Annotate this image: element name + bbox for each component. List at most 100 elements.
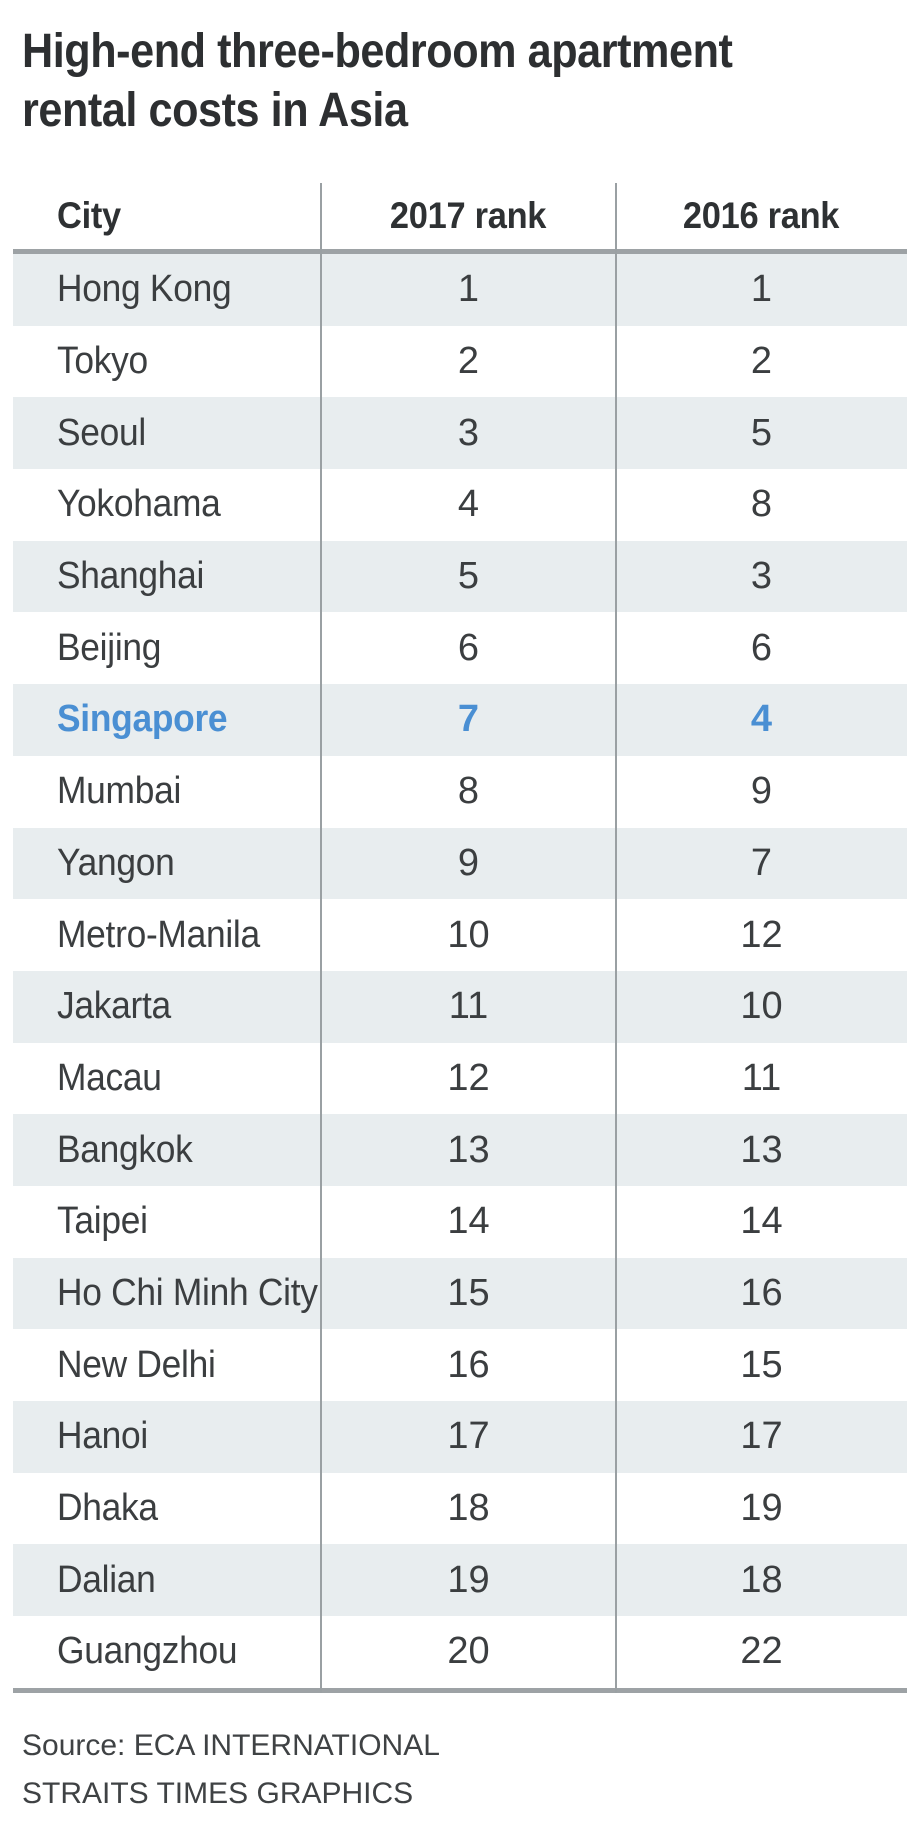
city-label: Macau bbox=[57, 1056, 162, 1099]
city-cell: Seoul bbox=[13, 412, 321, 455]
rank-2016-cell: 12 bbox=[740, 913, 783, 956]
city-label: Ho Chi Minh City bbox=[57, 1271, 318, 1314]
rank-2016-cell: 2 bbox=[750, 340, 773, 383]
table-row: New Delhi 16 15 bbox=[13, 1329, 907, 1401]
rank-2016-cell: 4 bbox=[750, 698, 773, 741]
rank-2017-cell: 9 bbox=[457, 841, 480, 884]
rank-2017-cell: 8 bbox=[457, 770, 480, 813]
rank-2016-cell: 1 bbox=[750, 268, 773, 311]
rank-2017-cell: 16 bbox=[447, 1343, 490, 1386]
table-row: Hanoi 17 17 bbox=[13, 1401, 907, 1473]
rank-2016-cell: 6 bbox=[750, 626, 773, 669]
city-cell: Dalian bbox=[13, 1559, 321, 1602]
rank-2017-cell: 4 bbox=[457, 483, 480, 526]
page-title: High-end three-bedroom apartment rental … bbox=[22, 22, 811, 140]
table-row: Tokyo 2 2 bbox=[13, 326, 907, 398]
rank-2017-cell: 3 bbox=[457, 411, 480, 454]
rank-2016-cell: 8 bbox=[750, 483, 773, 526]
city-label: Yangon bbox=[57, 841, 175, 884]
city-label: Shanghai bbox=[57, 555, 205, 598]
city-label: Singapore bbox=[57, 698, 228, 741]
city-label: Dalian bbox=[57, 1558, 156, 1601]
city-cell: Yangon bbox=[13, 842, 321, 885]
table-row: Ho Chi Minh City 15 16 bbox=[13, 1257, 907, 1330]
rank-table: City 2017 rank 2016 rank Hong Kong 1 1 T… bbox=[13, 183, 907, 1693]
rank-2017-cell: 20 bbox=[447, 1630, 490, 1673]
city-label: Bangkok bbox=[57, 1128, 193, 1171]
city-label: Metro-Manila bbox=[57, 913, 260, 956]
rank-2016-cell: 19 bbox=[740, 1487, 783, 1530]
column-divider-2 bbox=[615, 183, 617, 1693]
rank-2017-cell: 5 bbox=[457, 555, 480, 598]
rank-2017-cell: 11 bbox=[448, 985, 489, 1028]
table-bottom-rule bbox=[13, 1687, 907, 1693]
city-label: Yokohama bbox=[57, 483, 221, 526]
city-cell: Guangzhou bbox=[13, 1630, 321, 1673]
column-header-2017-rank: 2017 rank bbox=[321, 195, 616, 237]
source-credit: Source: ECA INTERNATIONAL STRAITS TIMES … bbox=[22, 1722, 440, 1818]
rank-2017-cell: 18 bbox=[447, 1487, 490, 1530]
rank-2016-cell: 18 bbox=[740, 1558, 783, 1601]
table-row: Yangon 9 7 bbox=[13, 827, 907, 900]
city-label: Tokyo bbox=[57, 340, 148, 383]
table-row: Seoul 3 5 bbox=[13, 397, 907, 470]
rank-2017-cell: 15 bbox=[447, 1271, 490, 1314]
rank-2016-cell: 13 bbox=[740, 1128, 783, 1171]
table-row: Hong Kong 1 1 bbox=[13, 254, 907, 326]
city-cell: Metro-Manila bbox=[13, 914, 321, 957]
table-row: Mumbai 8 9 bbox=[13, 756, 907, 828]
city-label: Hong Kong bbox=[57, 268, 232, 311]
rank-2017-cell: 2 bbox=[457, 340, 480, 383]
rank-2016-cell: 5 bbox=[750, 411, 773, 454]
city-cell: Beijing bbox=[13, 627, 321, 670]
city-label: Beijing bbox=[57, 626, 162, 669]
city-cell: Ho Chi Minh City bbox=[13, 1272, 321, 1315]
rank-2016-cell: 15 bbox=[740, 1343, 783, 1386]
rank-2017-cell: 14 bbox=[447, 1200, 490, 1243]
city-cell: Hanoi bbox=[13, 1415, 321, 1458]
rank-2016-cell: 11 bbox=[741, 1056, 782, 1099]
city-label: Dhaka bbox=[57, 1487, 158, 1530]
city-label: Guangzhou bbox=[57, 1630, 238, 1673]
city-cell: Shanghai bbox=[13, 555, 321, 598]
city-cell: Mumbai bbox=[13, 770, 321, 813]
rank-2017-cell: 10 bbox=[447, 913, 490, 956]
page-title-line1: High-end three-bedroom apartment bbox=[22, 25, 733, 78]
column-header-city: City bbox=[13, 195, 321, 237]
rank-2016-cell: 3 bbox=[750, 555, 773, 598]
column-header-2017-rank-label: 2017 rank bbox=[390, 195, 547, 236]
rank-2016-cell: 10 bbox=[740, 985, 783, 1028]
table-row: Guangzhou 20 22 bbox=[13, 1616, 907, 1688]
city-label: Mumbai bbox=[57, 770, 182, 813]
rank-2016-cell: 16 bbox=[740, 1271, 783, 1314]
table-row: Beijing 6 6 bbox=[13, 612, 907, 684]
rank-2017-cell: 6 bbox=[457, 626, 480, 669]
table-row: Bangkok 13 13 bbox=[13, 1114, 907, 1186]
city-cell: Yokohama bbox=[13, 483, 321, 526]
city-label: New Delhi bbox=[57, 1343, 216, 1386]
table-row: Taipei 14 14 bbox=[13, 1186, 907, 1258]
table-row: Metro-Manila 10 12 bbox=[13, 899, 907, 971]
city-cell: Tokyo bbox=[13, 340, 321, 383]
table-row: Dalian 19 18 bbox=[13, 1544, 907, 1617]
page-title-line2: rental costs in Asia bbox=[22, 84, 408, 137]
source-line: Source: ECA INTERNATIONAL bbox=[22, 1729, 440, 1762]
rank-2017-cell: 19 bbox=[447, 1558, 490, 1601]
rank-2016-cell: 17 bbox=[740, 1415, 783, 1458]
table-body: Hong Kong 1 1 Tokyo 2 2 Seoul 3 5 Yokoha… bbox=[13, 254, 907, 1688]
column-header-city-label: City bbox=[57, 195, 121, 236]
city-label: Hanoi bbox=[57, 1415, 148, 1458]
city-label: Jakarta bbox=[57, 985, 171, 1028]
table-row: Jakarta 11 10 bbox=[13, 970, 907, 1043]
rank-2017-cell: 13 bbox=[447, 1128, 490, 1171]
city-cell: Singapore bbox=[13, 698, 321, 741]
table-row: Singapore 7 4 bbox=[13, 684, 907, 756]
rank-2016-cell: 22 bbox=[740, 1630, 783, 1673]
column-header-2016-rank: 2016 rank bbox=[616, 195, 907, 237]
city-cell: New Delhi bbox=[13, 1344, 321, 1387]
table-row: Shanghai 5 3 bbox=[13, 540, 907, 613]
city-cell: Dhaka bbox=[13, 1487, 321, 1530]
city-cell: Hong Kong bbox=[13, 268, 321, 311]
city-cell: Bangkok bbox=[13, 1129, 321, 1172]
